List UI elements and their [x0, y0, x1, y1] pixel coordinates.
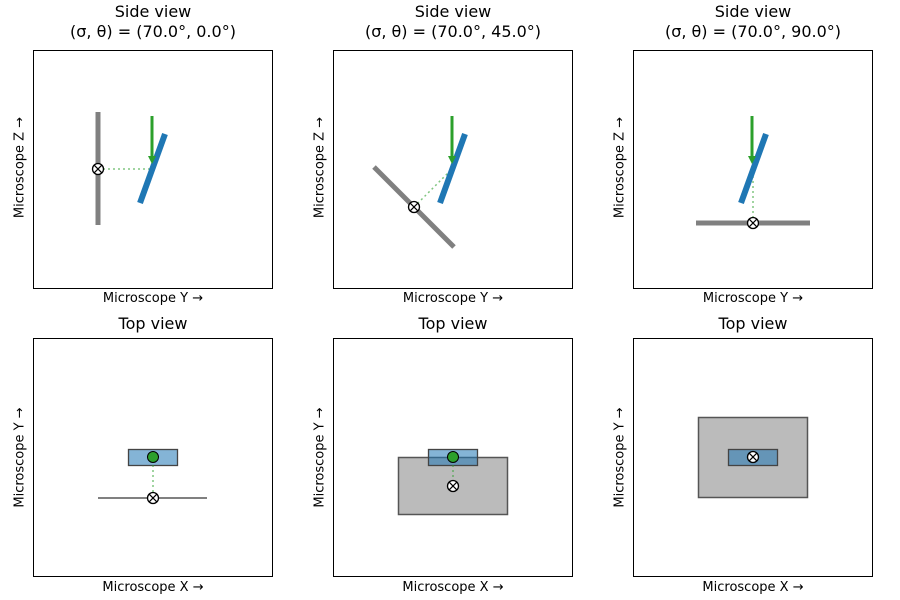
panel-2-title-line2: (σ, θ) = (70.0°, 45.0°) [364, 22, 542, 41]
rotation-center-icon [746, 450, 760, 464]
panel-6-frame [633, 338, 873, 577]
panel-5-diagram [397, 448, 509, 516]
panel-6-title: Top view [718, 314, 788, 333]
panel-2-title-line1: Side view [414, 2, 492, 21]
panel-2-frame [333, 50, 573, 289]
panel-1-frame [33, 50, 273, 289]
optical-axis-dot [147, 451, 159, 463]
panel-3-frame [633, 50, 873, 289]
rotation-center-icon [446, 479, 460, 493]
panel-2-title: Side view (σ, θ) = (70.0°, 45.0°) [333, 2, 573, 42]
rotation-center-icon [407, 200, 421, 214]
rotation-center-icon [746, 216, 760, 230]
panel-3-title-line1: Side view [714, 2, 792, 21]
panel-2-diagram [372, 116, 468, 249]
panel-1-title-line2: (σ, θ) = (70.0°, 0.0°) [70, 22, 236, 41]
rotation-center-icon [91, 162, 105, 176]
optical-axis-dot [447, 451, 459, 463]
panel-3-xlabel: Microscope Y → [702, 291, 804, 306]
panel-5-title: Top view [418, 314, 488, 333]
panel-4-title: Top view [118, 314, 188, 333]
rotation-center-icon [146, 491, 160, 505]
panel-1-title: Side view (σ, θ) = (70.0°, 0.0°) [33, 2, 273, 42]
panel-5-xlabel: Microscope X → [402, 580, 504, 595]
panel-3-title-line2: (σ, θ) = (70.0°, 90.0°) [664, 22, 842, 41]
dotted-connector [413, 169, 452, 208]
panel-2-xlabel: Microscope Y → [402, 291, 504, 306]
panel-1-title-line1: Side view [114, 2, 192, 21]
dipole-bar [738, 132, 769, 205]
panel-6-diagram [697, 416, 809, 499]
panel-5-frame [333, 338, 573, 577]
panel-4-diagram [98, 448, 207, 505]
panel-6-xlabel: Microscope X → [702, 580, 804, 595]
panel-3-title: Side view (σ, θ) = (70.0°, 90.0°) [633, 2, 873, 42]
panel-4-frame [33, 338, 273, 577]
panel-3-diagram [696, 116, 810, 230]
panel-1-xlabel: Microscope Y → [102, 291, 204, 306]
dipole-bar [137, 132, 168, 205]
panel-4-xlabel: Microscope X → [102, 580, 204, 595]
dipole-bar [437, 132, 468, 205]
panel-1-diagram [91, 112, 168, 225]
